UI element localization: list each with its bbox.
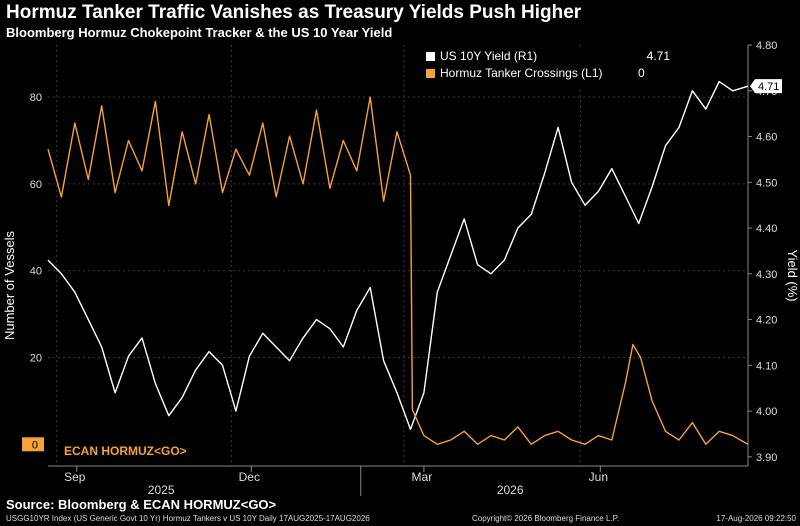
right-tick-label: 4.80: [756, 40, 777, 52]
x-year-label: 2026: [497, 483, 524, 497]
footer-index-note: USGG10YR Index (US Generic Govt 10 Yr) H…: [6, 514, 370, 523]
x-month-label: Mar: [412, 470, 433, 484]
yield-series-line: [47, 80, 749, 431]
x-month-label: Jun: [589, 470, 608, 484]
legend-label: US 10Y Yield (R1): [440, 49, 537, 63]
last-value-tag-yield-label: 4.71: [758, 81, 779, 93]
right-tick-label: 4.60: [756, 132, 777, 144]
left-tick-label: 80: [30, 92, 42, 104]
tanker-series-line: [47, 96, 749, 445]
legend-value: 4.71: [647, 49, 671, 63]
legend-swatch: [426, 52, 435, 61]
right-tick-label: 3.90: [756, 452, 777, 464]
right-tick-label: 4.40: [756, 223, 777, 235]
left-tick-label: 40: [30, 266, 42, 278]
left-tick-label: 20: [30, 352, 42, 364]
footer-timestamp: 17-Aug-2026 09:22:50: [716, 514, 796, 523]
last-value-tag-yield: [750, 79, 782, 94]
legend-box: [420, 49, 676, 87]
right-tick-label: 4.20: [756, 315, 777, 327]
left-tick-label: 0: [32, 439, 38, 451]
legend-value: 0: [638, 66, 645, 80]
right-tick-label: 4.00: [756, 406, 777, 418]
y-right-title: Yield (%): [785, 249, 800, 301]
right-tick-label: 4.50: [756, 177, 777, 189]
footer-copyright: Copyright© 2026 Bloomberg Finance L.P.: [472, 514, 620, 523]
left-tick-label: 60: [30, 179, 42, 191]
x-year-label: 2025: [148, 483, 175, 497]
legend-label: Hormuz Tanker Crossings (L1): [440, 66, 603, 80]
chart-subtitle: Bloomberg Hormuz Chokepoint Tracker & th…: [6, 25, 393, 40]
x-month-label: Dec: [239, 470, 260, 484]
last-value-tag-tanker: [22, 437, 44, 452]
chart-annotation: ECAN HORMUZ<GO>: [64, 444, 187, 458]
chart-title: Hormuz Tanker Traffic Vanishes as Treasu…: [6, 2, 582, 23]
y-left-title: Number of Vessels: [2, 230, 17, 340]
x-month-label: Sep: [64, 470, 86, 484]
source-note: Source: Bloomberg & ECAN HORMUZ<GO>: [6, 497, 277, 512]
legend-swatch: [426, 69, 435, 78]
right-tick-label: 4.30: [756, 269, 777, 281]
right-tick-label: 4.10: [756, 360, 777, 372]
